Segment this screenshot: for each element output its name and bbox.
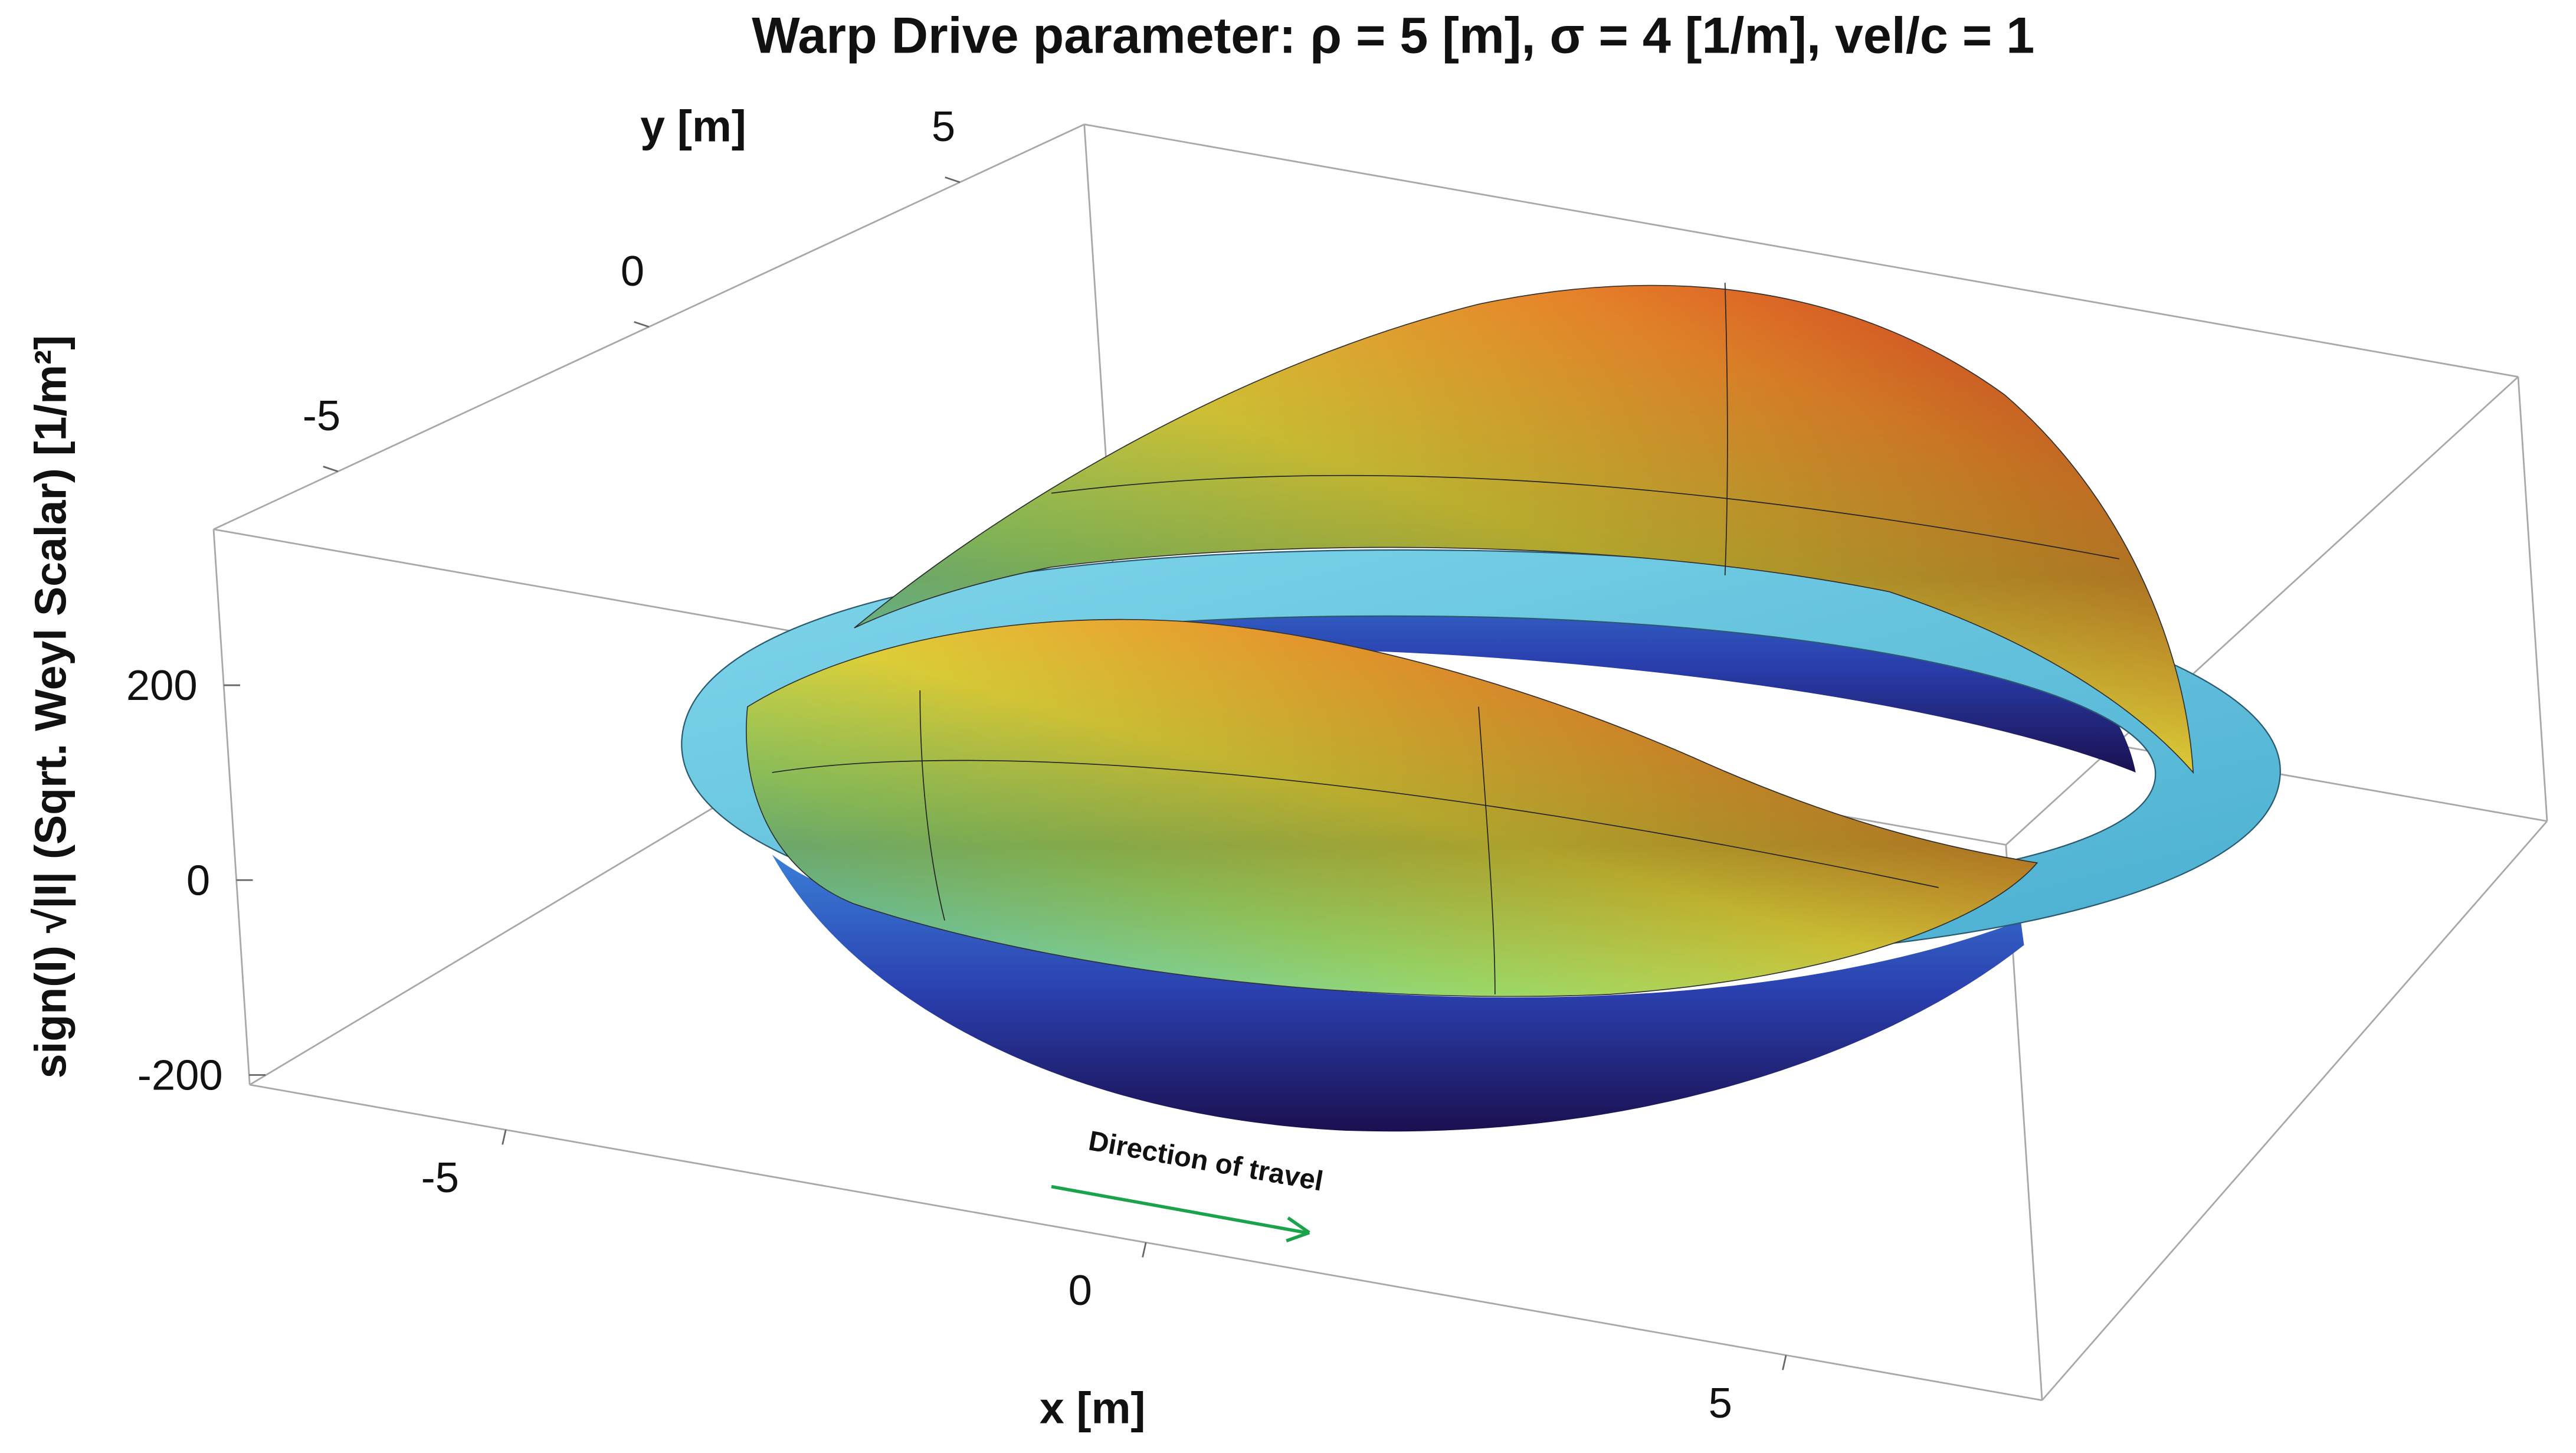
chart-title: Warp Drive parameter: ρ = 5 [m], σ = 4 [… — [752, 7, 2034, 64]
y-tick — [323, 466, 339, 473]
arrow-head — [1286, 1216, 1310, 1243]
surface — [681, 283, 2281, 1132]
surface-front-shade — [746, 619, 2037, 997]
y-tick-label: 0 — [621, 247, 644, 295]
box-edge — [212, 529, 251, 1085]
x-tick — [502, 1130, 507, 1145]
y-tick — [634, 321, 650, 328]
box-edge — [2041, 820, 2548, 1401]
x-tick-label: 0 — [1069, 1267, 1092, 1314]
arrow-shaft — [1051, 1184, 1307, 1235]
z-tick-label: 200 — [126, 662, 198, 709]
mesh-line — [772, 283, 2120, 994]
x-tick — [1142, 1242, 1147, 1258]
surface-back-shade — [854, 285, 2194, 773]
z-tick-label: 0 — [186, 856, 210, 904]
x-axis-label: x [m] — [1040, 1383, 1146, 1433]
annotation-arrow — [1051, 1184, 1310, 1243]
x-tick-label: -5 — [421, 1154, 459, 1202]
y-tick — [945, 176, 961, 184]
box-edge — [1084, 123, 2519, 378]
annotation: Direction of travel — [1086, 1125, 1325, 1197]
z-axis-label: sign(I) √|I| (Sqrt. Weyl Scalar) [1/m²] — [25, 335, 76, 1079]
surface-bowl — [772, 855, 2024, 1132]
box-edge — [2005, 376, 2519, 846]
y-tick-label: -5 — [303, 392, 340, 440]
y-tick-label: 5 — [932, 103, 955, 150]
z-tick-label: -200 — [137, 1052, 223, 1099]
x-tick-label: 5 — [1709, 1379, 1732, 1427]
y-axis-label: y [m] — [640, 102, 746, 151]
box-edge — [2517, 377, 2548, 822]
x-tick — [1782, 1354, 1787, 1370]
